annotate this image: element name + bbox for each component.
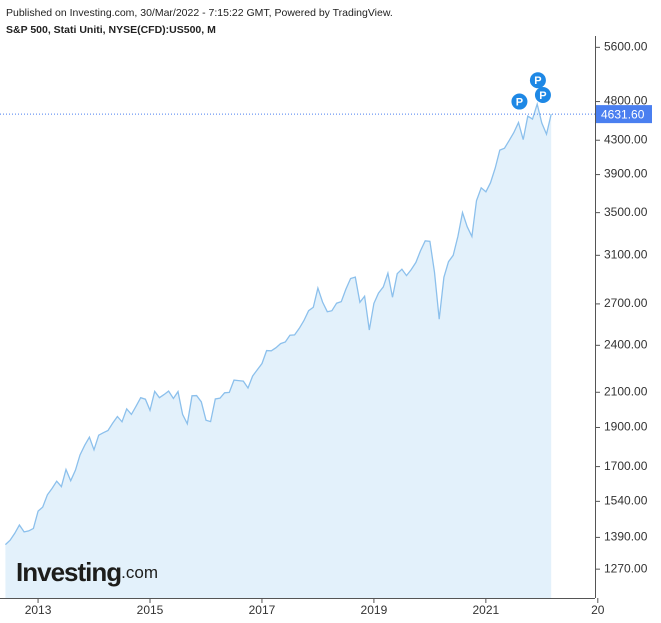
y-tick-label: 5600.00 xyxy=(604,40,648,54)
logo-suffix: .com xyxy=(121,563,158,582)
y-tick-label: 3900.00 xyxy=(604,167,648,181)
y-tick-label: 3500.00 xyxy=(604,205,648,219)
event-marker-label: P xyxy=(539,90,546,102)
published-note: Published on Investing.com, 30/Mar/2022 … xyxy=(6,7,393,19)
event-marker-label: P xyxy=(534,75,541,87)
logo: Investing.com xyxy=(16,557,158,587)
x-tick-label: 20 xyxy=(591,603,605,617)
y-tick-label: 2100.00 xyxy=(604,384,648,398)
symbol-title: S&P 500, Stati Uniti, NYSE(CFD):US500, M xyxy=(6,24,216,36)
last-price-box xyxy=(596,105,652,124)
y-tick-label: 4800.00 xyxy=(604,94,648,108)
y-tick-label: 1900.00 xyxy=(604,420,648,434)
x-tick-label: 2021 xyxy=(472,603,499,617)
last-price-label: 4631.60 xyxy=(601,107,645,121)
x-tick-label: 2013 xyxy=(25,603,52,617)
y-tick-label: 1700.00 xyxy=(604,459,648,473)
y-tick-label: 4300.00 xyxy=(604,132,648,146)
x-tick-label: 2017 xyxy=(249,603,276,617)
line xyxy=(4,101,552,546)
event-marker-label: P xyxy=(516,96,523,108)
x-tick-label: 2019 xyxy=(361,603,388,617)
event-marker xyxy=(511,93,528,110)
y-tick-label: 2700.00 xyxy=(604,296,648,310)
area xyxy=(5,104,552,598)
y-tick-label: 1390.00 xyxy=(604,530,648,544)
y-tick-label: 3100.00 xyxy=(604,247,648,261)
y-tick-label: 2400.00 xyxy=(604,337,648,351)
plot xyxy=(4,101,552,598)
y-tick-label: 1270.00 xyxy=(604,561,648,575)
event-marker xyxy=(534,87,551,104)
y-tick-label: 1540.00 xyxy=(604,494,648,508)
logo-name: Investing xyxy=(16,557,121,587)
event-marker xyxy=(529,72,546,89)
x-tick-label: 2015 xyxy=(137,603,164,617)
